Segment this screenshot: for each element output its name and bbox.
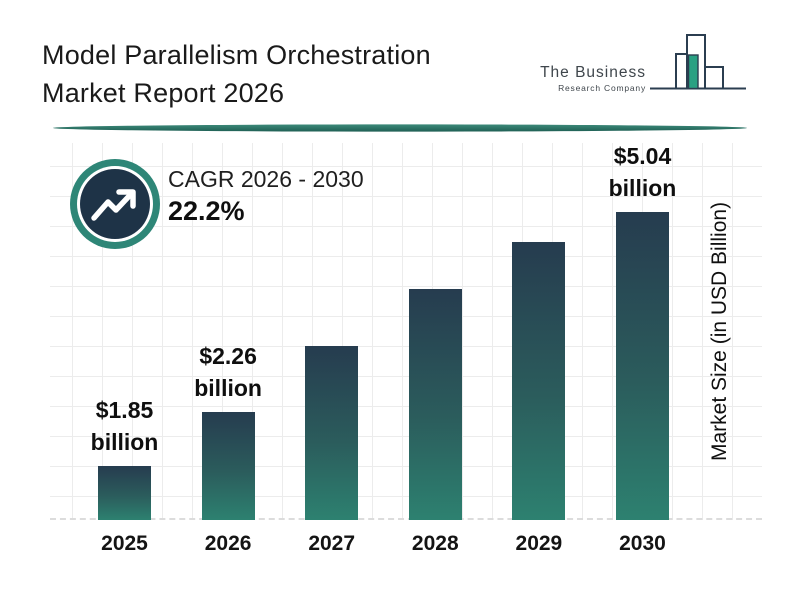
page-title-line2: Market Report 2026 <box>42 78 285 108</box>
x-tick-label: 2025 <box>101 532 148 555</box>
x-tick-label: 2027 <box>308 532 356 555</box>
bar-value-label: $1.85 billion <box>91 394 159 458</box>
bar-value-unit: billion <box>608 175 677 201</box>
company-logo: The Business Research Company <box>540 28 748 97</box>
x-tick-label: 2030 <box>619 532 666 555</box>
bar-2028 <box>408 289 462 520</box>
bar-2029 <box>512 242 566 520</box>
page-title: Model Parallelism Orchestration Market R… <box>42 36 431 112</box>
teal-divider <box>52 121 748 133</box>
bar-chart: $1.85 billion 2025 $2.26 billion 2026 20… <box>91 143 677 555</box>
logo-bars-icon <box>648 28 748 97</box>
logo-subname: Research Company <box>558 83 646 93</box>
x-tick-label: 2028 <box>411 532 459 555</box>
bar-2027 <box>305 346 359 520</box>
bar-column-2029: 2029 <box>512 242 566 555</box>
bar-2025 <box>98 466 151 520</box>
x-tick-label: 2029 <box>515 532 563 555</box>
page-title-line1: Model Parallelism Orchestration <box>42 40 431 70</box>
chart-baseline <box>50 518 762 520</box>
bar-column-2030: $5.04 billion 2030 <box>609 143 677 555</box>
logo-name: The Business <box>540 64 646 81</box>
bar-column-2028: 2028 <box>408 289 462 555</box>
bar-column-2025: $1.85 billion 2025 <box>91 397 159 555</box>
bar-column-2027: 2027 <box>305 346 359 555</box>
bar-column-2026: $2.26 billion 2026 <box>194 343 262 555</box>
bar-value-unit: billion <box>90 429 159 455</box>
cagr-label: CAGR 2026 - 2030 <box>168 166 364 192</box>
bar-value-amount: $1.85 <box>95 397 154 423</box>
bar-value-label: $2.26 billion <box>194 340 262 404</box>
cagr-value: 22.2% <box>168 196 245 226</box>
bar-value-label: $5.04 billion <box>609 140 677 204</box>
growth-arrow-icon <box>67 156 163 252</box>
bar-value-amount: $2.26 <box>199 343 257 369</box>
company-logo-text: The Business Research Company <box>540 64 646 97</box>
bar-value-unit: billion <box>194 375 262 401</box>
x-tick-label: 2026 <box>204 532 252 555</box>
bar-value-amount: $5.04 <box>613 143 672 169</box>
bar-2026 <box>201 412 255 520</box>
y-axis-label: Market Size (in USD Billion) <box>708 201 731 462</box>
cagr-block: CAGR 2026 - 2030 22.2% <box>168 166 364 227</box>
bar-2030 <box>615 212 669 520</box>
